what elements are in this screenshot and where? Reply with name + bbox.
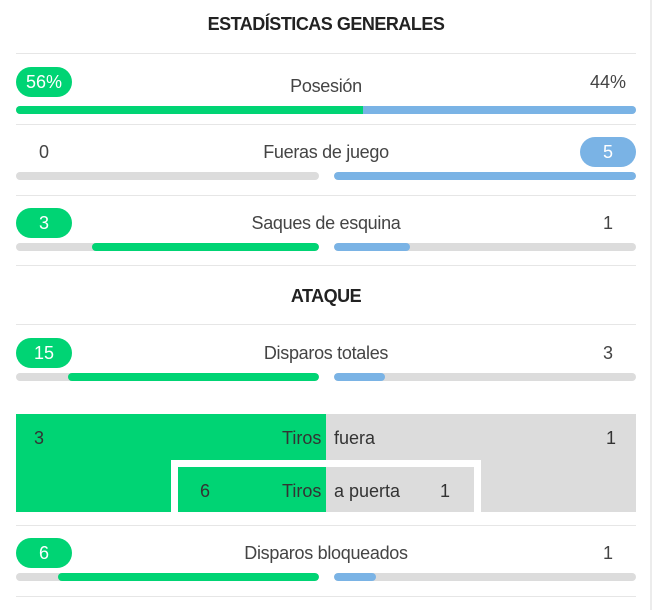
stat-row-offsides: 0 Fueras de juego 5 [16,131,636,181]
stat-label: Disparos bloqueados [244,543,408,563]
home-value: 0 [38,142,49,162]
away-bar-fill [334,373,386,381]
home-bar-fill [67,373,319,381]
shots-off-home-value: 3 [34,428,45,448]
stat-row-total-shots: 15 Disparos totales 3 [16,332,636,382]
away-value: 1 [602,543,613,563]
shots-off-label-right: fuera [334,428,376,448]
home-bar-track [16,243,319,251]
home-value: 6 [16,538,72,568]
shots-on-away-value: 1 [440,481,451,501]
away-value: 5 [580,137,636,167]
divider [16,195,636,196]
divider [16,124,636,125]
home-bar-fill [16,106,364,114]
possession-bar [16,106,636,114]
away-value: 3 [602,343,613,363]
general-stats-title: ESTADÍSTICAS GENERALES [207,14,445,34]
away-bar-fill [334,573,377,581]
stat-row-possession: 56% Posesión 44% [16,65,636,115]
stat-label: Fueras de juego [263,142,389,162]
away-bar-track [334,573,636,581]
away-bar-fill [334,243,410,251]
divider [16,324,636,325]
home-value: 3 [16,208,72,238]
home-bar-track [16,573,319,581]
away-bar-fill [334,172,636,180]
shots-on-label-left: Tiros [282,481,322,501]
panel-border [650,0,652,610]
attack-section-title: ATAQUE [290,286,362,306]
home-value: 56% [16,67,72,97]
divider [16,53,636,54]
divider [16,525,636,526]
home-bar-fill [58,573,319,581]
stat-row-blocked-shots: 6 Disparos bloqueados 1 [16,532,636,582]
shots-on-away-area [326,467,474,512]
away-bar-track [334,243,636,251]
away-bar-track [334,172,636,180]
away-value: 1 [602,213,613,233]
away-value: 44% [589,72,627,92]
away-bar-fill [363,106,636,114]
away-bar-track [334,373,636,381]
divider [16,596,636,597]
home-value: 15 [16,338,72,368]
shots-off-label-left: Tiros [282,428,322,448]
divider [16,265,636,266]
shots-on-home-value: 6 [200,481,211,501]
home-bar-track [16,172,319,180]
stat-label: Saques de esquina [251,213,401,233]
stat-label: Posesión [290,76,362,96]
home-bar-fill [91,243,319,251]
shots-off-away-value: 1 [606,428,617,448]
home-bar-track [16,373,319,381]
shots-on-home-area [178,467,326,512]
shots-on-label-right: a puerta [334,481,401,501]
stat-row-corners: 3 Saques de esquina 1 [16,202,636,252]
shots-breakdown: 3 Tiros fuera 1 6 Tiros a puerta 1 [16,414,636,512]
stat-label: Disparos totales [263,343,389,363]
